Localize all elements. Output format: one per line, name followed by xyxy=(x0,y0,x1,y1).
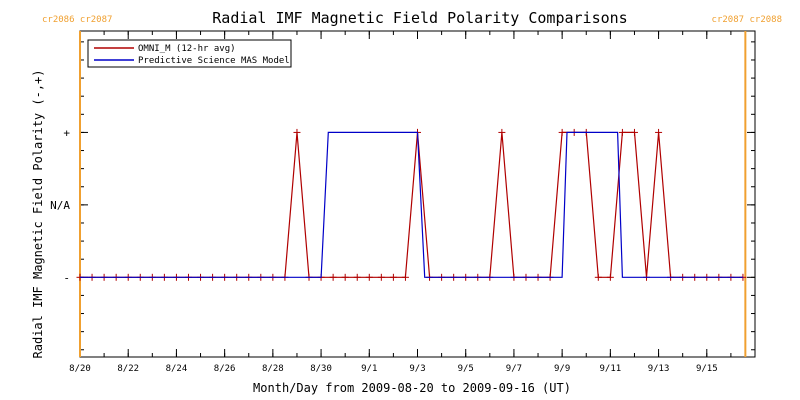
x-tick-label: 9/9 xyxy=(554,364,570,374)
data-point-omni xyxy=(594,273,602,281)
x-tick-label: 8/24 xyxy=(166,364,188,374)
x-tick-label: 8/20 xyxy=(69,364,91,374)
x-tick-label: 9/15 xyxy=(696,364,718,374)
data-point-omni xyxy=(630,128,638,136)
data-point-omni xyxy=(498,128,506,136)
x-tick-label: 9/7 xyxy=(506,364,522,374)
data-point-omni xyxy=(558,128,566,136)
y-tick-label: - xyxy=(63,271,70,284)
x-tick-label: 9/1 xyxy=(361,364,377,374)
x-tick-label: 9/13 xyxy=(648,364,670,374)
carrington-boundaries xyxy=(79,31,747,357)
x-tick-label: 9/3 xyxy=(409,364,425,374)
x-axis-label: Month/Day from 2009-08-20 to 2009-09-16 … xyxy=(253,381,571,395)
y-axis-label: Radial IMF Magnetic Field Polarity (-,+) xyxy=(31,70,45,359)
legend-label-omni: OMNI_M (12-hr avg) xyxy=(138,44,236,54)
legend-label-mas: Predictive Science MAS Model xyxy=(138,56,290,66)
carrington-label-left: cr2086 cr2087 xyxy=(42,15,112,25)
data-point-omni xyxy=(341,273,349,281)
x-tick-label: 8/26 xyxy=(214,364,236,374)
data-point-omni xyxy=(377,273,385,281)
series-line-mas xyxy=(80,131,743,278)
x-tick-label: 8/28 xyxy=(262,364,284,374)
carrington-label-right: cr2087 cr2088 xyxy=(712,15,782,25)
y-tick-label: N/A xyxy=(50,199,70,212)
series-layer xyxy=(76,128,747,281)
data-point-omni xyxy=(329,273,337,281)
y-tick-label: + xyxy=(63,126,70,139)
data-point-omni xyxy=(389,273,397,281)
x-tick-label: 8/22 xyxy=(117,364,139,374)
tick-labels: 8/20 8/22 8/24 8/26 8/28 8/30 9/1 9/3 9/5 9/7 9/9 9… xyxy=(50,126,718,374)
data-point-omni xyxy=(353,273,361,281)
chart-title: Radial IMF Magnetic Field Polarity Compa… xyxy=(212,9,627,27)
x-tick-label: 9/5 xyxy=(458,364,474,374)
legend: OMNI_M (12-hr avg) Predictive Science MA… xyxy=(87,39,292,68)
x-tick-label: 8/30 xyxy=(310,364,332,374)
data-point-omni xyxy=(655,128,663,136)
data-point-omni xyxy=(401,273,409,281)
data-point-omni xyxy=(365,273,373,281)
data-point-omni xyxy=(606,273,614,281)
data-point-omni xyxy=(293,128,301,136)
legend-box xyxy=(87,39,292,68)
x-tick-label: 9/11 xyxy=(600,364,622,374)
data-point-omni xyxy=(618,128,626,136)
